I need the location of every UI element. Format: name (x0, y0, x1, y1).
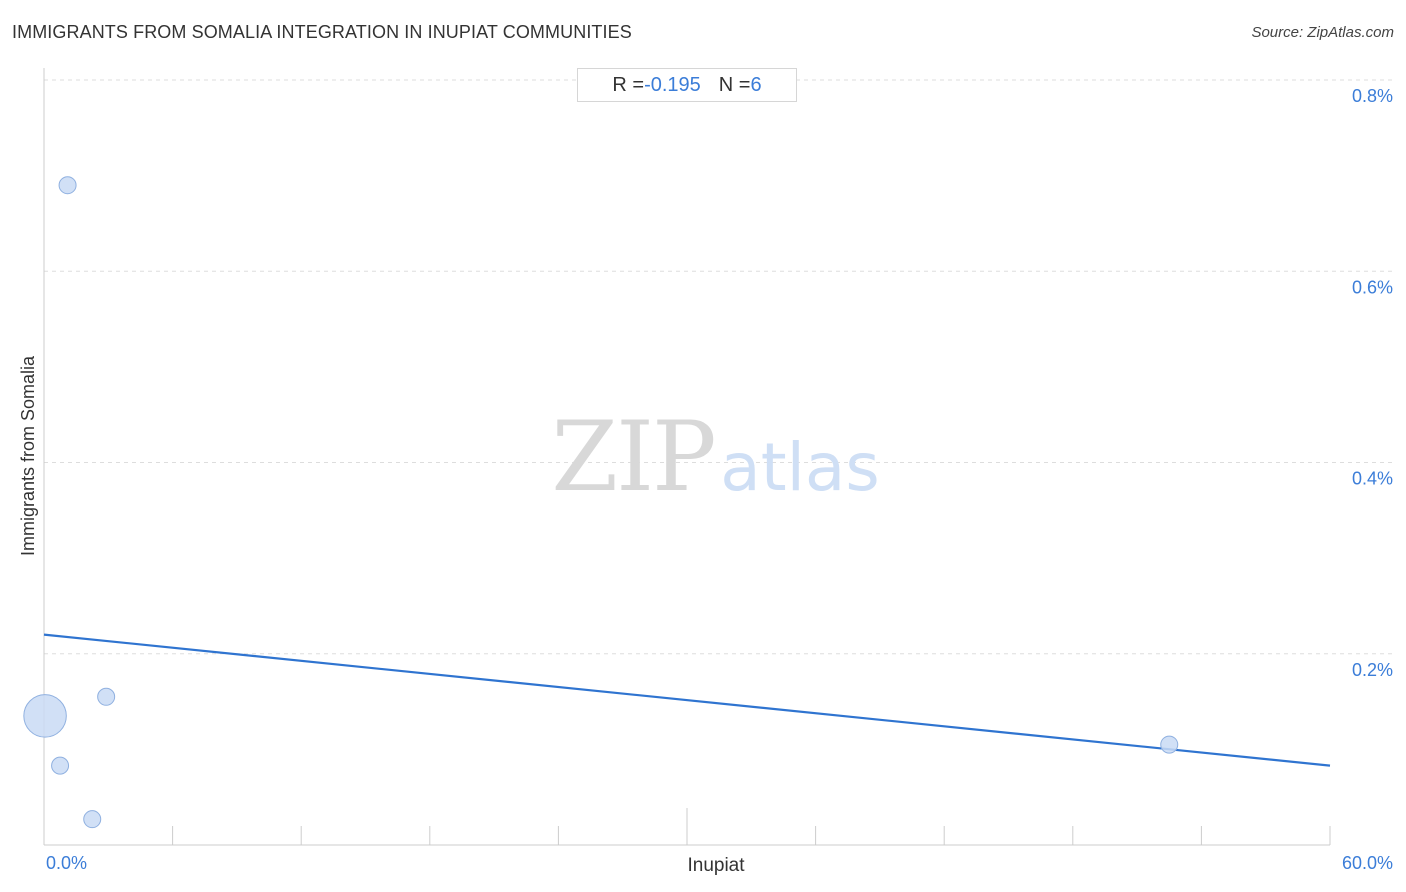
x-tick-label-min: 0.0% (46, 853, 87, 873)
data-point (97, 687, 116, 706)
x-axis-label: Inupiat (687, 855, 745, 876)
x-tick-label-max: 60.0% (1342, 853, 1393, 873)
data-point (1160, 735, 1179, 754)
trendline-group (43, 633, 1331, 767)
data-point (23, 694, 67, 738)
axes (43, 68, 1331, 846)
y-tick-label: 0.6% (1352, 277, 1393, 297)
correlation-stats-box: R = -0.195 N = 6 (577, 68, 797, 102)
source-label: Source: ZipAtlas.com (1251, 24, 1394, 41)
gridlines (44, 79, 1392, 655)
r-label: R = (612, 73, 645, 96)
y-tick-label: 0.8% (1352, 86, 1393, 106)
y-tick-label: 0.4% (1352, 469, 1393, 489)
data-point (58, 176, 77, 195)
r-value: -0.195 (644, 73, 701, 96)
data-point (51, 756, 70, 775)
y-tick-label: 0.2% (1352, 660, 1393, 680)
watermark-atlas: atlas (720, 429, 880, 506)
trend-line (43, 633, 1331, 767)
n-value: 6 (750, 73, 762, 96)
y-axis-label: Immigrants from Somalia (18, 355, 38, 556)
n-label: N = (718, 73, 751, 96)
watermark-zip: ZIP (551, 401, 714, 513)
watermark: ZIP atlas (551, 401, 879, 513)
tick-labels: 0.2% 0.4% 0.6% 0.8% 0.0% 60.0% (46, 86, 1393, 873)
data-points (23, 176, 1179, 829)
data-point (83, 810, 102, 829)
chart-title: IMMIGRANTS FROM SOMALIA INTEGRATION IN I… (12, 22, 632, 42)
